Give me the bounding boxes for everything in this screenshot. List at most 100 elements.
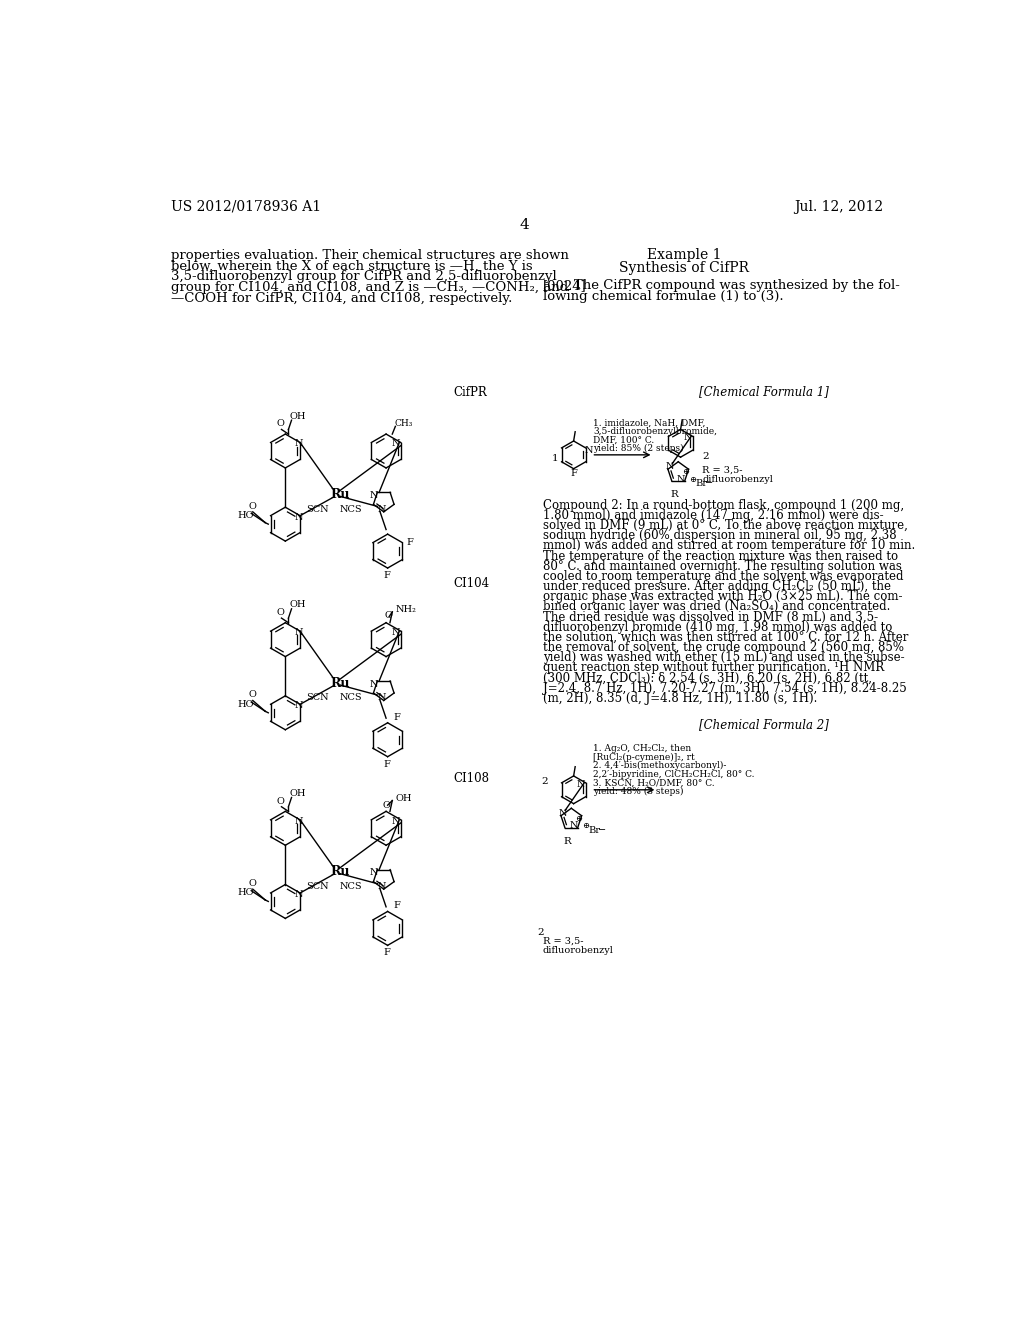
Text: N: N xyxy=(294,817,303,826)
Text: F: F xyxy=(393,902,400,911)
Text: ⊕: ⊕ xyxy=(583,822,589,830)
Text: cooled to room temperature and the solvent was evaporated: cooled to room temperature and the solve… xyxy=(543,570,903,583)
Text: N: N xyxy=(559,809,567,818)
Text: lowing chemical formulae (1) to (3).: lowing chemical formulae (1) to (3). xyxy=(543,290,783,304)
Text: −: − xyxy=(705,479,713,488)
Text: O: O xyxy=(276,420,284,429)
Text: O: O xyxy=(276,609,284,616)
Text: 3. KSCN, H₂O/DMF, 80° C.: 3. KSCN, H₂O/DMF, 80° C. xyxy=(593,779,715,787)
Text: Ru: Ru xyxy=(331,866,350,878)
Text: —COOH for CifPR, CI104, and CI108, respectively.: —COOH for CifPR, CI104, and CI108, respe… xyxy=(171,292,512,305)
Text: ⊕: ⊕ xyxy=(682,469,689,477)
Text: bined organic layer was dried (Na₂SO₄) and concentrated.: bined organic layer was dried (Na₂SO₄) a… xyxy=(543,601,890,614)
Text: [Chemical Formula 2]: [Chemical Formula 2] xyxy=(698,718,828,731)
Text: difluorobenzyl bromide (410 mg, 1.98 mmol) was added to: difluorobenzyl bromide (410 mg, 1.98 mmo… xyxy=(543,620,892,634)
Text: Ru: Ru xyxy=(331,677,350,689)
Text: quent reaction step without further purification. ¹H NMR: quent reaction step without further puri… xyxy=(543,661,884,675)
Text: The CifPR compound was synthesized by the fol-: The CifPR compound was synthesized by th… xyxy=(573,280,899,292)
Text: sodium hydride (60% dispersion in mineral oil, 95 mg, 2.38: sodium hydride (60% dispersion in minera… xyxy=(543,529,896,543)
Text: F: F xyxy=(407,539,413,546)
Text: Synthesis of CifPR: Synthesis of CifPR xyxy=(620,261,750,276)
Text: [0024]: [0024] xyxy=(543,280,587,292)
Text: 1: 1 xyxy=(552,454,558,463)
Text: R = 3,5-: R = 3,5- xyxy=(702,466,742,475)
Text: J=2.4, 8.7 Hz, 1H), 7.20-7.27 (m, 3H), 7.54 (s, 1H), 8.24-8.25: J=2.4, 8.7 Hz, 1H), 7.20-7.27 (m, 3H), 7… xyxy=(543,681,906,694)
Text: 80° C. and maintained overnight. The resulting solution was: 80° C. and maintained overnight. The res… xyxy=(543,560,901,573)
Text: US 2012/0178936 A1: US 2012/0178936 A1 xyxy=(171,199,321,214)
Text: The dried residue was dissolved in DMF (8 mL) and 3,5-: The dried residue was dissolved in DMF (… xyxy=(543,611,878,623)
Text: Br: Br xyxy=(695,479,708,488)
Text: ⊕: ⊕ xyxy=(689,475,696,484)
Text: The temperature of the reaction mixture was then raised to: The temperature of the reaction mixture … xyxy=(543,549,898,562)
Text: N: N xyxy=(683,433,692,442)
Text: [Chemical Formula 1]: [Chemical Formula 1] xyxy=(698,385,828,399)
Text: HO: HO xyxy=(238,700,254,709)
Text: N: N xyxy=(294,890,303,899)
Text: O: O xyxy=(248,502,256,511)
Text: O: O xyxy=(385,611,392,620)
Text: N: N xyxy=(391,440,400,449)
Text: [RuCl₂(p-cymene)]₂, rt: [RuCl₂(p-cymene)]₂, rt xyxy=(593,752,694,762)
Text: N: N xyxy=(294,440,303,449)
Text: N: N xyxy=(584,446,593,454)
Text: 4: 4 xyxy=(520,218,529,232)
Text: N: N xyxy=(370,680,378,689)
Text: NCS: NCS xyxy=(340,882,362,891)
Text: NCS: NCS xyxy=(340,504,362,513)
Text: CI108: CI108 xyxy=(454,772,489,785)
Text: HO: HO xyxy=(238,511,254,520)
Text: yield: 85% (2 steps): yield: 85% (2 steps) xyxy=(593,444,684,453)
Text: N: N xyxy=(677,475,685,484)
Text: properties evaluation. Their chemical structures are shown: properties evaluation. Their chemical st… xyxy=(171,248,568,261)
Text: NCS: NCS xyxy=(340,693,362,702)
Text: OH: OH xyxy=(289,412,306,421)
Text: CI104: CI104 xyxy=(454,577,489,590)
Text: O: O xyxy=(276,797,284,805)
Text: F: F xyxy=(393,713,400,722)
Text: the removal of solvent, the crude compound 2 (560 mg, 85%: the removal of solvent, the crude compou… xyxy=(543,642,903,653)
Text: Compound 2: In a round-bottom flask, compound 1 (200 mg,: Compound 2: In a round-bottom flask, com… xyxy=(543,499,904,512)
Text: 1.80 mmol) and imidazole (147 mg, 2.16 mmol) were dis-: 1.80 mmol) and imidazole (147 mg, 2.16 m… xyxy=(543,510,884,521)
Text: R = 3,5-: R = 3,5- xyxy=(543,937,583,946)
Text: N: N xyxy=(370,869,378,878)
Text: 3,5-difluorobenzylbromide,: 3,5-difluorobenzylbromide, xyxy=(593,428,717,436)
Text: N: N xyxy=(378,693,386,702)
Text: N: N xyxy=(391,628,400,638)
Text: the solution, which was then stirred at 100° C. for 12 h. After: the solution, which was then stirred at … xyxy=(543,631,908,644)
Text: DMF, 100° C.: DMF, 100° C. xyxy=(593,436,654,445)
Text: solved in DMF (9 mL) at 0° C. To the above reaction mixture,: solved in DMF (9 mL) at 0° C. To the abo… xyxy=(543,519,907,532)
Text: Example 1: Example 1 xyxy=(647,248,722,261)
Text: N: N xyxy=(294,512,303,521)
Text: O: O xyxy=(248,690,256,700)
Text: yield) was washed with ether (15 mL) and used in the subse-: yield) was washed with ether (15 mL) and… xyxy=(543,651,904,664)
Text: R: R xyxy=(671,490,678,499)
Text: 2. 4,4′-bis(methoxycarbonyl)-: 2. 4,4′-bis(methoxycarbonyl)- xyxy=(593,762,726,771)
Text: N: N xyxy=(569,821,579,830)
Text: Ru: Ru xyxy=(331,488,350,502)
Text: SCN: SCN xyxy=(306,882,329,891)
Text: F: F xyxy=(384,760,390,768)
Text: 3,5-difluorobenzyl group for CifPR and 2,5-difluorobenzyl: 3,5-difluorobenzyl group for CifPR and 2… xyxy=(171,271,556,282)
Text: OH: OH xyxy=(395,793,412,803)
Text: Jul. 12, 2012: Jul. 12, 2012 xyxy=(795,199,884,214)
Text: F: F xyxy=(570,470,578,478)
Text: yield: 48% (3 steps): yield: 48% (3 steps) xyxy=(593,787,683,796)
Text: OH: OH xyxy=(289,789,306,799)
Text: O: O xyxy=(248,879,256,888)
Text: 2: 2 xyxy=(702,451,709,461)
Text: group for CI104, and CI108, and Z is —CH₃, —CONH₂, and: group for CI104, and CI108, and Z is —CH… xyxy=(171,281,568,294)
Text: CH₃: CH₃ xyxy=(394,420,413,429)
Text: N: N xyxy=(391,817,400,826)
Text: 2,2′-bipyridine, ClCH₂CH₂Cl, 80° C.: 2,2′-bipyridine, ClCH₂CH₂Cl, 80° C. xyxy=(593,770,755,779)
Text: N: N xyxy=(577,780,585,789)
Text: N: N xyxy=(378,504,386,513)
Text: difluorobenzyl: difluorobenzyl xyxy=(702,475,773,484)
Text: SCN: SCN xyxy=(306,504,329,513)
Text: F: F xyxy=(384,572,390,579)
Text: 1. imidazole, NaH, DMF,: 1. imidazole, NaH, DMF, xyxy=(593,418,706,428)
Text: R: R xyxy=(563,837,571,846)
Text: N: N xyxy=(294,701,303,710)
Text: SCN: SCN xyxy=(306,693,329,702)
Text: CifPR: CifPR xyxy=(454,385,487,399)
Text: below, wherein the X of each structure is —H, the Y is: below, wherein the X of each structure i… xyxy=(171,259,532,272)
